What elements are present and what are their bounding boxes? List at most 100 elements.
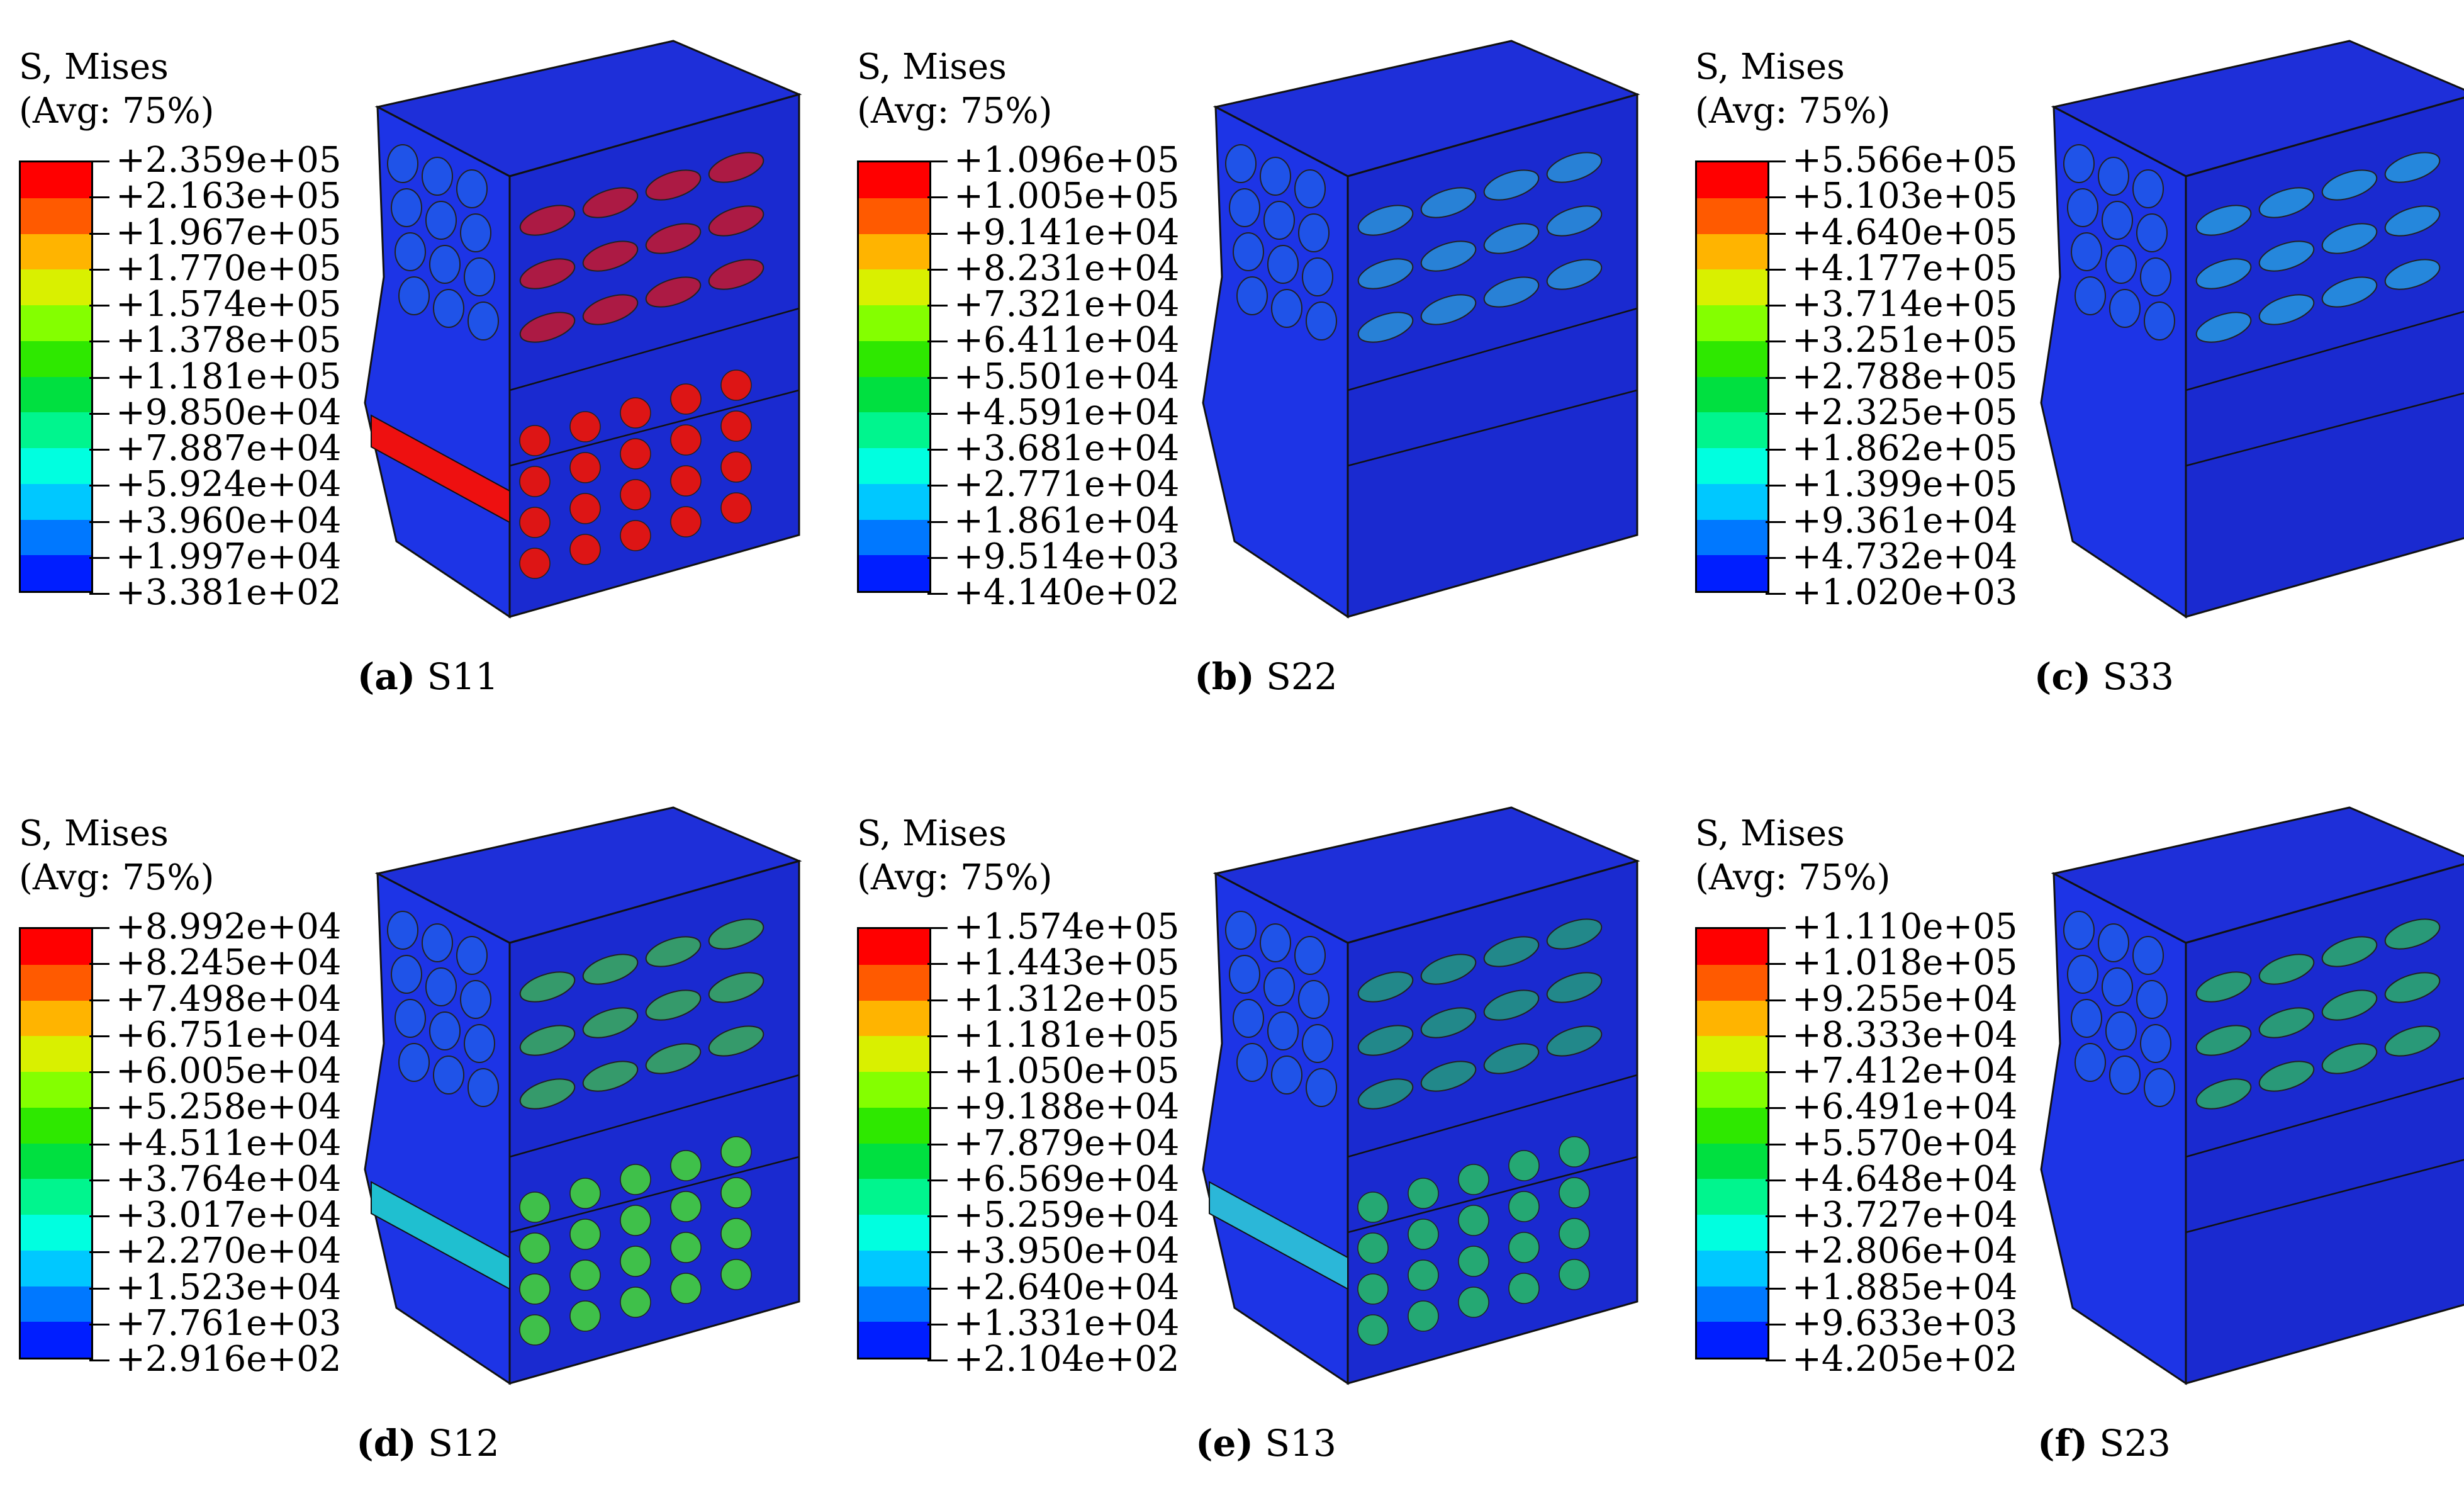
fiber-cross-section xyxy=(1263,201,1295,240)
legend-tick-mark xyxy=(89,1143,109,1146)
legend-tick-label: +7.412e+04 xyxy=(1792,1050,2018,1091)
fiber-cross-section-lower xyxy=(1458,1205,1489,1236)
legend-tick-mark xyxy=(927,1251,948,1254)
legend-subtitle: (Avg: 75%) xyxy=(1695,91,1891,132)
fiber-cross-section xyxy=(2067,188,2098,227)
legend-tick-label: +9.514e+03 xyxy=(954,536,1180,577)
fiber-cross-section-lower xyxy=(670,1232,702,1263)
legend-color-swatch xyxy=(859,964,929,1001)
legend-color-swatch xyxy=(21,1250,91,1286)
fiber-cross-section xyxy=(391,188,422,227)
legend-tick-mark xyxy=(927,376,948,379)
legend-tick-label: +8.231e+04 xyxy=(954,247,1180,289)
fiber-cross-section xyxy=(433,1055,464,1095)
fiber-cross-section xyxy=(1298,980,1330,1019)
fiber-longitudinal-section xyxy=(2321,223,2378,254)
fiber-cross-section xyxy=(1271,289,1302,328)
legend-subtitle: (Avg: 75%) xyxy=(857,857,1053,898)
legend-tick-label: +1.574e+05 xyxy=(954,906,1180,947)
fiber-cross-section-lower xyxy=(720,492,752,524)
legend-tick-label: +3.251e+05 xyxy=(1792,320,2018,361)
fiber-cross-section xyxy=(1233,999,1264,1038)
legend-tick-mark xyxy=(927,160,948,162)
fiber-cross-section xyxy=(2098,923,2129,962)
legend-tick-label: +1.005e+05 xyxy=(954,176,1180,217)
fiber-cross-section-lower xyxy=(519,507,551,538)
legend-tick-label: +3.960e+04 xyxy=(116,500,342,541)
legend-tick-mark xyxy=(927,999,948,1001)
legend-tick-label: +3.381e+02 xyxy=(116,572,342,613)
legend-tick-mark xyxy=(927,1215,948,1217)
legend-color-swatch xyxy=(859,555,929,591)
legend-color-swatch xyxy=(1697,448,1767,484)
fiber-cross-section xyxy=(395,232,426,271)
fiber-cross-section xyxy=(464,1024,495,1063)
fiber-cross-section xyxy=(1302,1024,1333,1063)
fe-stress-model-render xyxy=(1202,806,1640,1385)
fiber-cross-section-lower xyxy=(569,411,601,442)
legend-tick-mark xyxy=(89,927,109,929)
legend-tick-label: +1.050e+05 xyxy=(954,1050,1180,1091)
fiber-cross-section-lower xyxy=(519,548,551,579)
legend-tick-mark xyxy=(927,927,948,929)
legend-tick-mark xyxy=(1766,1179,1786,1181)
model-side-face xyxy=(1347,860,1638,1385)
fiber-longitudinal-section xyxy=(2384,152,2441,183)
legend-color-swatch xyxy=(1697,1215,1767,1251)
legend-tick-label: +7.879e+04 xyxy=(954,1122,1180,1164)
high-stress-band xyxy=(371,414,510,524)
legend-color-swatch xyxy=(859,1143,929,1179)
fiber-cross-section xyxy=(425,201,457,240)
fiber-cross-section xyxy=(387,911,418,950)
fiber-cross-section-lower xyxy=(670,465,702,497)
fiber-longitudinal-section xyxy=(2384,205,2441,237)
legend-tick-mark xyxy=(927,1143,948,1146)
model-side-face xyxy=(1347,93,1638,618)
legend-color-swatch xyxy=(859,1250,929,1286)
legend-tick-label: +9.850e+04 xyxy=(116,391,342,433)
fiber-cross-section xyxy=(2102,967,2133,1006)
fiber-longitudinal-section xyxy=(645,989,702,1021)
legend-tick-mark xyxy=(89,196,109,199)
legend-tick-mark xyxy=(1766,521,1786,523)
legend-tick-mark xyxy=(927,449,948,451)
fiber-cross-section xyxy=(1229,955,1260,994)
legend-tick-label: +1.523e+04 xyxy=(116,1266,342,1308)
fiber-cross-section xyxy=(425,967,457,1006)
legend-tick-label: +1.378e+05 xyxy=(116,320,342,361)
legend-tick-label: +2.640e+04 xyxy=(954,1266,1180,1308)
legend-tick-mark xyxy=(1766,1323,1786,1326)
legend-tick-mark xyxy=(89,1215,109,1217)
legend-tick-label: +9.255e+04 xyxy=(1792,978,2018,1020)
legend-color-swatch xyxy=(1697,198,1767,234)
legend-color-swatch xyxy=(859,162,929,198)
fiber-longitudinal-section xyxy=(2258,294,2315,325)
fe-stress-model-render xyxy=(364,40,802,619)
caption-text: S12 xyxy=(428,1422,500,1465)
fiber-longitudinal-section xyxy=(708,205,764,237)
fiber-cross-section xyxy=(1225,911,1257,950)
legend-tick-label: +2.788e+05 xyxy=(1792,356,2018,397)
fiber-longitudinal-section xyxy=(1357,1078,1414,1110)
legend-color-swatch xyxy=(859,1215,929,1251)
legend-tick-mark xyxy=(89,1287,109,1290)
legend-tick-label: +8.333e+04 xyxy=(1792,1014,2018,1055)
legend-tick-label: +7.498e+04 xyxy=(116,978,342,1020)
fiber-longitudinal-section xyxy=(645,936,702,967)
legend-tick-mark xyxy=(89,232,109,235)
fiber-cross-section xyxy=(398,276,430,315)
legend-tick-mark xyxy=(927,556,948,559)
legend-tick-label: +9.141e+04 xyxy=(954,211,1180,253)
legend-tick-mark xyxy=(1766,963,1786,965)
fiber-cross-section-lower xyxy=(569,493,601,524)
fiber-longitudinal-section xyxy=(519,205,576,236)
legend-tick-label: +5.259e+04 xyxy=(954,1195,1180,1236)
figure-panel: S, Mises (Avg: 75%) +2.359e+05 +2.163e+05 +1… xyxy=(19,0,837,736)
fiber-cross-section xyxy=(2140,1024,2171,1063)
legend-color-swatch xyxy=(21,1107,91,1144)
panel-caption: (a) S11 xyxy=(19,655,837,699)
fiber-longitudinal-section xyxy=(1546,205,1603,237)
legend-tick-label: +1.096e+05 xyxy=(954,140,1180,181)
fiber-longitudinal-section xyxy=(2258,954,2315,985)
legend-tick-mark xyxy=(1766,1107,1786,1110)
